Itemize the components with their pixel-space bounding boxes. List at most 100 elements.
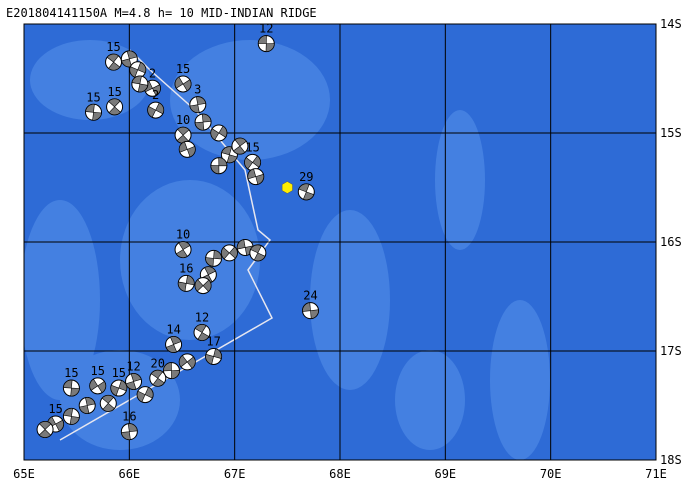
depth-label: 10: [176, 113, 190, 127]
beachball-quadrant: [163, 362, 180, 379]
beachball-quadrant: [108, 98, 121, 116]
x-tick-label: 71E: [645, 467, 667, 481]
beachball-quadrant: [189, 96, 207, 113]
focal-mechanism: [193, 323, 211, 341]
depth-label: 3: [194, 83, 201, 97]
beachball-quadrant: [298, 183, 315, 201]
beachball-quadrant: [110, 380, 128, 396]
focal-mechanism: [62, 379, 80, 397]
x-tick-label: 69E: [434, 467, 456, 481]
focal-mechanism: [297, 183, 315, 201]
depth-label: 15: [176, 62, 190, 76]
x-tick-label: 70E: [540, 467, 562, 481]
beachball-quadrant: [244, 155, 261, 170]
depth-label: 2: [152, 88, 159, 102]
focal-mechanism: [244, 153, 262, 171]
focal-mechanism: [174, 241, 192, 259]
focal-mechanism: [62, 407, 80, 425]
beachball-quadrant: [150, 369, 165, 387]
beachball-quadrant: [205, 348, 222, 365]
beachball-quadrant: [174, 76, 192, 92]
focal-mechanism: [131, 75, 149, 93]
focal-mechanism: [89, 377, 107, 395]
focal-mechanism: [99, 394, 117, 412]
beachball-quadrant: [177, 275, 195, 292]
beachball-quadrant: [38, 421, 52, 438]
depth-label: 14: [166, 322, 180, 336]
focal-mechanism: [210, 124, 228, 142]
x-tick-label: 65E: [13, 467, 35, 481]
beachball-quadrant: [147, 102, 164, 118]
graticule: [23, 23, 657, 461]
beachball-quadrant: [85, 103, 102, 121]
beachball-quadrant: [302, 302, 319, 319]
beachball-quadrant: [165, 336, 182, 353]
depth-label: 15: [106, 40, 120, 54]
depth-label: 15: [64, 366, 78, 380]
beachball-quadrant: [233, 137, 247, 155]
focal-mechanism: [144, 79, 162, 97]
depth-label: 12: [259, 22, 273, 36]
depth-label: 12: [126, 360, 140, 374]
bathymetry: [24, 40, 550, 460]
y-tick-label: 14S: [660, 17, 682, 31]
depth-label: 29: [299, 170, 313, 184]
focal-mechanism: [205, 249, 223, 267]
ridge-line: [59, 49, 273, 441]
focal-mechanism: [105, 53, 123, 71]
focal-mechanism: [231, 137, 249, 155]
beachball-quadrant: [221, 246, 238, 260]
events: [36, 35, 320, 441]
depth-label: 15: [245, 140, 259, 154]
depth-label: 20: [151, 356, 165, 370]
focal-mechanism: [165, 335, 183, 353]
focal-mechanism: [125, 373, 143, 391]
x-tick-label: 68E: [329, 467, 351, 481]
beachball-quadrant: [194, 113, 212, 131]
beachball-quadrant: [178, 141, 196, 158]
focal-mechanism: [110, 379, 128, 397]
focal-mechanism: [236, 238, 254, 256]
focal-mechanism: [136, 386, 154, 404]
epicenter: [281, 181, 293, 194]
beachball-quadrant: [131, 75, 149, 93]
focal-mechanism: [205, 347, 223, 365]
focal-mechanism: [85, 103, 103, 121]
beachball-quadrant: [210, 125, 228, 141]
focal-mechanism: [36, 420, 54, 438]
depth-label: 24: [303, 289, 317, 303]
depth-label: 16: [122, 410, 136, 424]
focal-mechanism: [194, 113, 212, 131]
beachball-quadrant: [250, 244, 266, 262]
focal-mechanism: [189, 96, 207, 114]
beachball-quadrant: [79, 397, 96, 414]
focal-mechanism: [302, 302, 320, 320]
y-tick-label: 16S: [660, 235, 682, 249]
focal-mechanism: [249, 244, 267, 262]
focal-mechanism: [78, 397, 96, 414]
y-tick-label: 17S: [660, 344, 682, 358]
focal-mechanism: [194, 277, 212, 295]
beachball-quadrant: [63, 408, 80, 425]
focal-mechanism: [178, 140, 196, 158]
focal-mechanism: [177, 274, 195, 292]
focal-mechanism: [220, 244, 238, 262]
focal-mechanism: [120, 423, 138, 441]
focal-mechanism: [174, 126, 192, 144]
beachball-quadrant: [257, 35, 275, 52]
beachball-quadrant: [63, 379, 80, 397]
beachball-quadrant: [210, 157, 228, 175]
focal-mechanism: [174, 75, 192, 93]
beachball-quadrant: [194, 324, 210, 341]
focal-mechanism: [247, 168, 265, 186]
focal-mechanism: [129, 61, 147, 79]
y-tick-label: 15S: [660, 126, 682, 140]
depth-label: 15: [86, 90, 100, 104]
depth-label: 16: [179, 261, 193, 275]
depth-label: 15: [107, 85, 121, 99]
focal-mechanism: [257, 35, 275, 53]
focal-mechanism: [106, 98, 124, 116]
depth-label: 10: [176, 228, 190, 242]
depth-label: 15: [48, 402, 62, 416]
